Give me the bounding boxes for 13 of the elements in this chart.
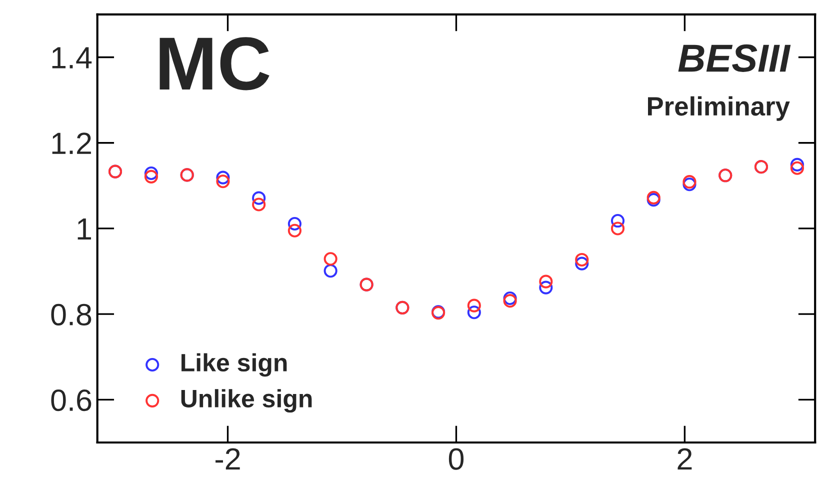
- annotation: Preliminary: [648, 96, 790, 121]
- y-tick-label: 1: [78, 218, 91, 240]
- legend-label: Unlike sign: [181, 389, 312, 413]
- x-tick-label: 2: [678, 448, 692, 470]
- annotation: MC: [160, 37, 270, 90]
- y-tick-label: 1.4: [52, 47, 92, 68]
- annotation: BESIII: [678, 44, 791, 72]
- y-tick-label: 0.8: [51, 304, 92, 326]
- x-tick-label: -2: [216, 448, 240, 470]
- legend-label: Like sign: [182, 353, 287, 377]
- y-tick-label: 0.6: [51, 389, 92, 412]
- x-tick-label: 0: [448, 448, 464, 470]
- y-tick-label: 1.2: [52, 132, 91, 154]
